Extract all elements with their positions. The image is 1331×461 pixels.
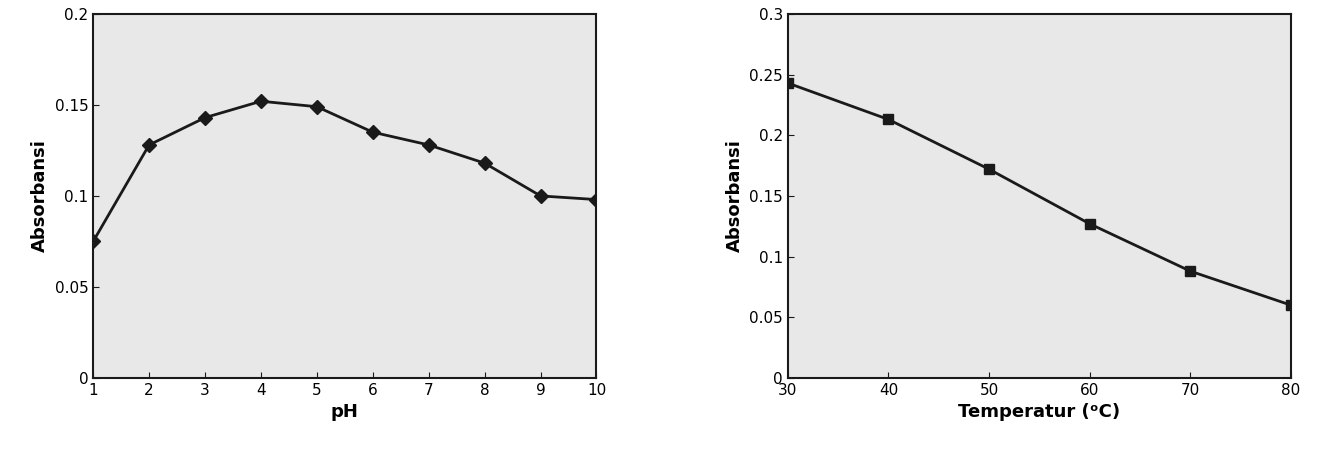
Y-axis label: Absorbansi: Absorbansi xyxy=(725,140,744,252)
X-axis label: Temperatur (ᵒC): Temperatur (ᵒC) xyxy=(958,403,1121,421)
Y-axis label: Absorbansi: Absorbansi xyxy=(31,140,49,252)
X-axis label: pH: pH xyxy=(331,403,359,421)
